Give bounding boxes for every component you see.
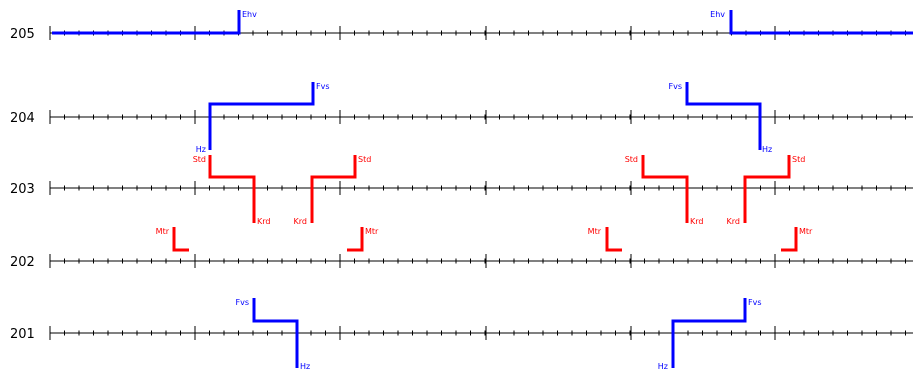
mtr-label: Mtr (799, 227, 813, 236)
fvs-label: Fvs (668, 82, 682, 91)
path-203-left-a (208, 155, 256, 223)
krd-label: Krd (727, 217, 740, 226)
path-202-a (172, 227, 189, 252)
fvs-label: Fvs (748, 298, 762, 307)
krd-label: Krd (294, 217, 307, 226)
fvs-label: Fvs (316, 82, 330, 91)
timeline-204: 204 (10, 110, 913, 126)
std-label: Std (625, 155, 638, 164)
timeline-label: 205 (10, 27, 35, 42)
ehv-label: Ehv (710, 10, 725, 19)
path-204-right (685, 82, 762, 150)
mtr-label: Mtr (588, 227, 602, 236)
timeline-label: 204 (10, 111, 35, 126)
krd-label: Krd (257, 217, 270, 226)
timeline-label: 202 (10, 255, 35, 270)
path-205-left (52, 10, 241, 35)
timeline-202: 202 (10, 254, 913, 270)
hz-label: Hz (300, 362, 310, 371)
std-label: Std (792, 155, 805, 164)
hz-label: Hz (196, 145, 206, 154)
std-label: Std (358, 155, 371, 164)
krd-label: Krd (690, 217, 703, 226)
mtr-label: Mtr (156, 227, 170, 236)
fvs-label: Fvs (235, 298, 249, 307)
path-203-left-b (310, 155, 357, 223)
timeline-201: 201 (10, 326, 913, 342)
std-label: Std (193, 155, 206, 164)
path-202-c (605, 227, 622, 252)
path-201-left (252, 298, 299, 368)
path-202-b (347, 227, 364, 252)
mtr-label: Mtr (365, 227, 379, 236)
ehv-label: Ehv (242, 10, 257, 19)
path-204-left (208, 82, 315, 150)
path-203-right-a (641, 155, 689, 223)
path-201-right (671, 298, 747, 368)
hz-label: Hz (658, 362, 668, 371)
timeline-label: 201 (10, 327, 35, 342)
path-203-right-b (743, 155, 791, 223)
timeline-label: 203 (10, 182, 35, 197)
hz-label: Hz (762, 145, 772, 154)
timeline-203: 203 (10, 181, 913, 197)
path-202-d (781, 227, 798, 252)
path-205-right (729, 10, 913, 35)
